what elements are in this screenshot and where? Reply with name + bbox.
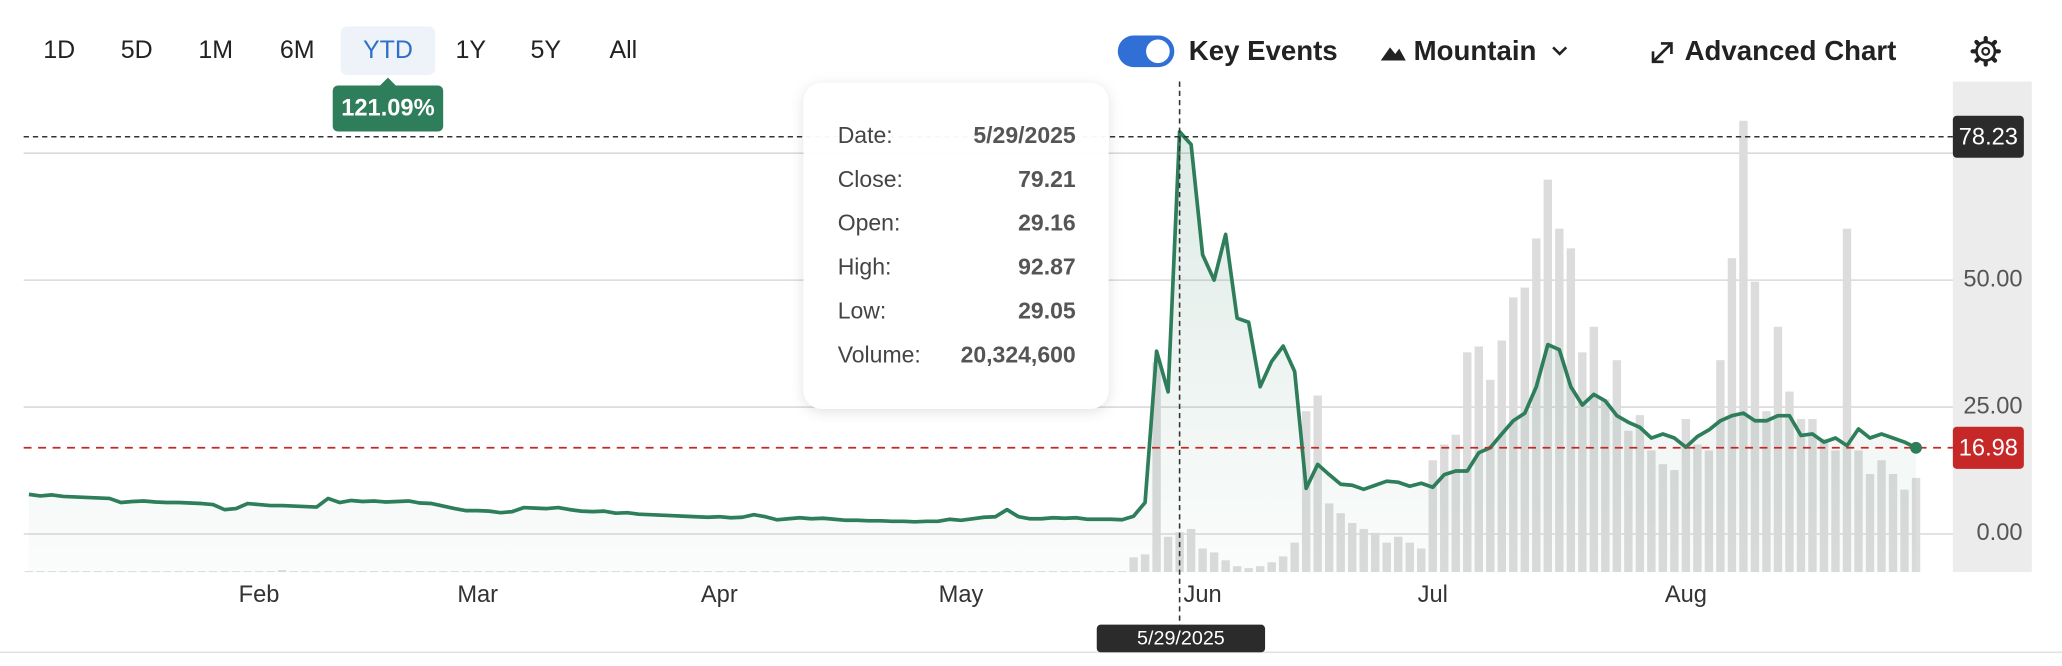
range-button[interactable]: 1Y [456, 36, 487, 64]
x-tick-label: May [939, 582, 984, 608]
y-tick-label: 50.00 [1963, 266, 2022, 292]
crosshair-y-box [1952, 115, 2024, 158]
y-axis-strip [1952, 81, 2032, 573]
settings-icon[interactable] [1970, 36, 2001, 67]
tooltip-box [803, 82, 1109, 410]
area [28, 131, 1917, 573]
gear-ring [1975, 40, 1997, 62]
crosshair-x-box [1096, 624, 1266, 653]
range-selected-bg [340, 26, 436, 75]
last-price-label: 16.98 [1959, 435, 2018, 461]
tooltip-label: Low: [838, 298, 887, 324]
gear-hole [1981, 46, 1991, 56]
style-button[interactable]: Mountain [1414, 35, 1537, 66]
advanced-chart-button[interactable]: Advanced Chart [1685, 35, 1897, 66]
mountain-icon [1380, 47, 1406, 61]
range-button[interactable]: 5D [121, 36, 153, 64]
x-tick-label: Apr [701, 582, 738, 608]
volume-bar [1842, 228, 1852, 573]
volume-bar [1463, 352, 1472, 573]
tooltip-value: 20,324,600 [961, 341, 1076, 367]
tooltip-value: 92.87 [1018, 254, 1076, 280]
y-tick-label: 0.00 [1977, 520, 2023, 546]
volume-bar [1739, 120, 1748, 573]
toggle-label[interactable]: Key Events [1189, 35, 1338, 66]
tooltip-label: Close: [838, 166, 903, 192]
tooltip-value: 5/29/2025 [973, 122, 1076, 148]
tooltip-value: 79.21 [1018, 166, 1076, 192]
range-button[interactable]: All [609, 36, 637, 64]
x-tick-label: Aug [1665, 582, 1707, 608]
price-line [28, 129, 1917, 524]
change-badge-pointer [378, 77, 398, 87]
x-tick-label: Mar [457, 582, 498, 608]
last-point [1910, 441, 1922, 454]
last-price-box [1952, 426, 2024, 469]
x-tick-label: Jun [1184, 582, 1222, 608]
range-button[interactable]: 1D [43, 36, 75, 64]
volume-bar [1911, 477, 1921, 573]
range-button[interactable]: YTD [363, 36, 413, 64]
change-badge-label: 121.09% [341, 95, 434, 121]
x-tick-label: Feb [239, 582, 280, 608]
toggle-knob [1146, 39, 1170, 64]
tooltip-label: Open: [838, 210, 901, 236]
tooltip-value: 29.16 [1018, 210, 1076, 236]
range-button[interactable]: 1M [198, 36, 233, 64]
chevron [1552, 46, 1568, 56]
tooltip-label: High: [838, 254, 892, 280]
range-button[interactable]: 5Y [530, 36, 561, 64]
crosshair-x-label: 5/29/2025 [1137, 627, 1225, 649]
change-badge [332, 85, 444, 132]
crosshair-y-label: 78.23 [1959, 124, 2018, 150]
y-tick-label: 25.00 [1963, 393, 2022, 419]
tooltip-label: Date: [838, 122, 893, 148]
tooltip-label: Volume: [838, 341, 921, 367]
expand-icon [1651, 42, 1673, 64]
tooltip-value: 29.05 [1018, 298, 1076, 324]
range-button[interactable]: 6M [280, 36, 315, 64]
x-tick-label: Jul [1418, 582, 1448, 608]
